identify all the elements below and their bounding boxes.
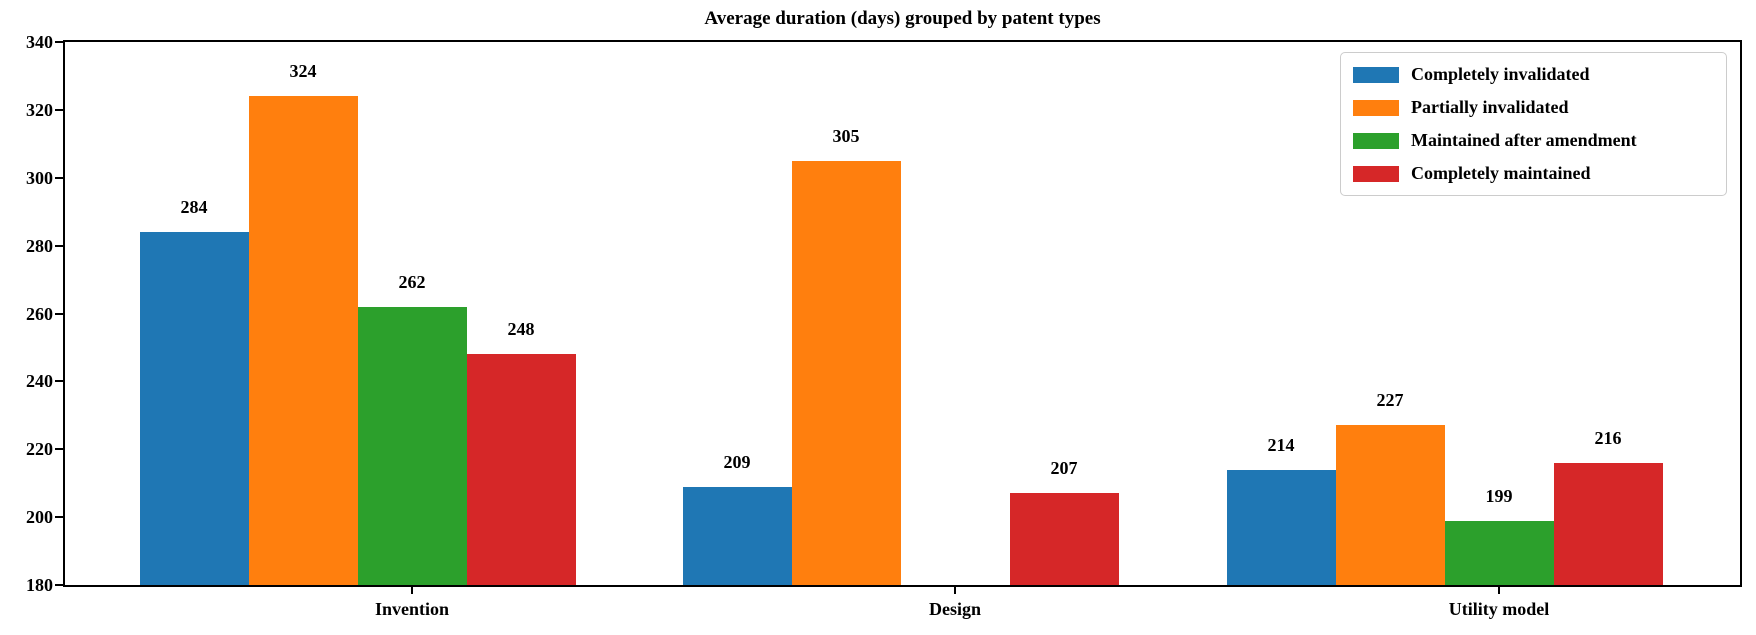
- y-tick-label: 260: [26, 303, 53, 324]
- bar-value-label: 284: [180, 197, 208, 218]
- bar-completely-maintained-utility-model: [1553, 462, 1663, 585]
- y-tick-label: 340: [26, 32, 53, 52]
- y-axis-tick: [55, 448, 63, 451]
- legend-label: Completely maintained: [1411, 163, 1591, 183]
- y-axis-tick: [55, 516, 63, 519]
- bar-partially-invalidated-utility-model: [1335, 425, 1445, 585]
- y-axis-tick: [55, 312, 63, 315]
- bar-maintained-after-amendment-invention: [357, 306, 467, 585]
- bar-value-label: 248: [507, 319, 535, 340]
- y-tick-label: 300: [26, 167, 53, 188]
- y-tick-label: 240: [26, 371, 53, 392]
- legend: Completely invalidated Partially invalida…: [1340, 52, 1727, 196]
- bar-maintained-after-amendment-utility-model: [1444, 520, 1554, 585]
- legend-label: Completely invalidated: [1411, 64, 1590, 84]
- x-axis-tick: [954, 587, 956, 594]
- bar-completely-maintained-invention: [466, 354, 576, 585]
- bar-value-label: 262: [398, 271, 426, 292]
- x-tick-label: Invention: [374, 599, 450, 619]
- x-axis-tick: [411, 587, 413, 594]
- x-tick-label: Design: [928, 599, 981, 619]
- bar-value-label: 209: [723, 451, 751, 472]
- chart-title: Average duration (days) grouped by paten…: [704, 8, 1101, 29]
- y-axis-tick: [55, 176, 63, 179]
- legend-item: Completely maintained: [1353, 162, 1714, 185]
- legend-label: Partially invalidated: [1411, 97, 1569, 117]
- bar-value-label: 324: [289, 61, 317, 82]
- bar-completely-invalidated-invention: [139, 232, 249, 585]
- bar-partially-invalidated-design: [791, 160, 901, 585]
- legend-item: Completely invalidated: [1353, 63, 1714, 86]
- y-tick-label: 320: [26, 99, 53, 120]
- y-axis-tick: [55, 108, 63, 111]
- y-tick-label: 220: [26, 439, 53, 460]
- y-axis-tick: [55, 584, 63, 586]
- x-tick-label: Utility model: [1448, 599, 1550, 619]
- y-axis-tick: [55, 244, 63, 247]
- y-tick-label: 280: [26, 235, 53, 256]
- legend-item: Partially invalidated: [1353, 96, 1714, 119]
- y-tick-label: 200: [26, 507, 53, 528]
- y-axis-tick: [55, 380, 63, 383]
- bar-completely-invalidated-utility-model: [1226, 469, 1336, 585]
- legend-item: Maintained after amendment: [1353, 129, 1714, 152]
- legend-label: Maintained after amendment: [1411, 130, 1637, 150]
- legend-swatch: [1353, 99, 1399, 116]
- legend-swatch: [1353, 165, 1399, 182]
- x-axis-tick: [1498, 587, 1500, 594]
- bar-value-label: 207: [1050, 458, 1078, 479]
- legend-swatch: [1353, 66, 1399, 83]
- bar-partially-invalidated-invention: [248, 96, 358, 585]
- bar-value-label: 199: [1485, 485, 1513, 506]
- y-axis-tick: [55, 41, 63, 43]
- bar-value-label: 216: [1594, 427, 1622, 448]
- bar-value-label: 227: [1376, 390, 1404, 411]
- bar-value-label: 214: [1267, 434, 1295, 455]
- bar-completely-invalidated-design: [682, 486, 792, 585]
- y-tick-label: 180: [26, 575, 53, 595]
- bar-completely-maintained-design: [1009, 493, 1119, 585]
- bar-value-label: 305: [832, 125, 860, 146]
- legend-swatch: [1353, 132, 1399, 149]
